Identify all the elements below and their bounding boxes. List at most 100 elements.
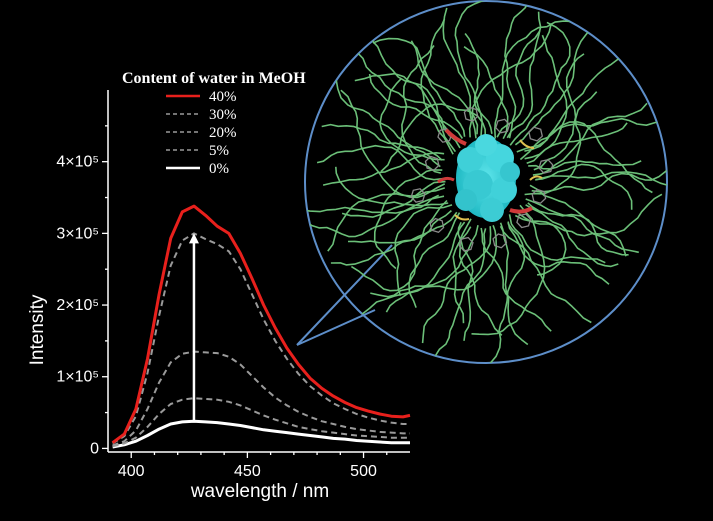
alkyl-chain: [517, 193, 663, 237]
x-tick-label: 500: [350, 463, 377, 480]
alkyl-chain: [394, 204, 453, 297]
alkyl-chain: [350, 199, 448, 292]
aromatic-ring: [437, 128, 453, 143]
aromatic-ring: [463, 106, 479, 122]
alkyl-chain: [507, 221, 610, 285]
series-layer: [111, 204, 411, 449]
alkyl-chain: [471, 204, 546, 336]
alkyl-chain: [340, 89, 446, 199]
alkyl-chain: [385, 225, 497, 313]
aromatic-groups: [410, 106, 554, 252]
y-axis-label: Intensity: [27, 294, 48, 365]
alkyl-chain: [535, 163, 633, 210]
alkyl-chain: [533, 53, 585, 171]
alkyl-chain: [342, 33, 457, 142]
y-tick-label: 2×10⁵: [56, 297, 99, 314]
alkyl-chain: [480, 227, 552, 332]
aromatic-ring: [410, 188, 426, 203]
aromatic-ring: [429, 217, 445, 234]
callout-line-lower: [296, 309, 376, 346]
alkyl-chain: [372, 37, 466, 137]
alkyl-chain: [335, 80, 441, 168]
alkyl-chain: [373, 169, 443, 270]
alkyl-chain: [341, 180, 446, 218]
alkyl-chain: [420, 18, 454, 155]
series-line-20pct: [112, 350, 410, 447]
alkyl-chain: [305, 195, 445, 238]
alkyl-chain: [370, 225, 479, 298]
series-line-40pct: [111, 204, 411, 444]
aromatic-ring: [538, 158, 554, 174]
legend: Content of water in MeOH 40% 30% 20% 5% 0%: [122, 70, 306, 177]
legend-label: 40%: [209, 89, 237, 105]
alkyl-chain: [480, 222, 526, 363]
alkyl-chain: [524, 91, 598, 196]
alkyl-chain: [499, 225, 592, 324]
series-line-0pct: [112, 419, 410, 449]
alkyl-chain: [379, 78, 445, 161]
legend-label: 20%: [209, 125, 237, 141]
x-tick-label: 400: [118, 463, 145, 480]
alkyl-chain: [368, 73, 464, 139]
alkyl-chain: [516, 117, 667, 153]
alkyl-chain: [527, 202, 629, 256]
legend-label: 5%: [209, 143, 229, 159]
alkyl-chain: [504, 1, 530, 139]
alkyl-chain: [532, 102, 648, 176]
alkyl-chain: [534, 171, 667, 186]
arrow-head: [188, 233, 199, 244]
y-tick-label: 1×10⁵: [56, 369, 99, 386]
aromatic-ring: [424, 155, 440, 171]
alkyl-chain: [454, 1, 497, 140]
alkyl-chains: [305, 1, 667, 363]
increase-arrow: [188, 233, 199, 422]
alkyl-chain: [509, 21, 571, 146]
alkyl-chain: [525, 198, 639, 254]
alkyl-chain: [401, 45, 442, 174]
alkyl-chain: [345, 221, 466, 319]
aromatic-ring: [528, 126, 544, 142]
alkyl-chain: [322, 152, 445, 186]
alkyl-chain: [321, 123, 443, 161]
legend-label: 30%: [209, 107, 237, 123]
alkyl-chain: [525, 204, 619, 268]
aromatic-ring: [516, 213, 532, 229]
series-line-5pct: [112, 397, 410, 448]
aromatic-ring: [495, 118, 511, 134]
alkyl-chain: [431, 228, 487, 362]
y-tick-label: 0: [90, 440, 99, 457]
alkyl-chain: [347, 209, 452, 244]
x-ticks: 400 450 500: [118, 452, 388, 480]
alkyl-chain: [519, 121, 653, 194]
y-tick-label: 3×10⁵: [56, 225, 99, 242]
alkyl-chain: [526, 122, 628, 164]
aromatic-ring: [458, 236, 474, 252]
y-tick-label: 4×10⁵: [56, 154, 99, 171]
alkyl-chain: [380, 103, 487, 173]
aromatic-ring: [531, 188, 547, 204]
legend-label: 0%: [209, 161, 229, 177]
alkyl-chain: [330, 211, 458, 266]
alkyl-chain: [508, 214, 606, 264]
plot-area: 400 450 500 0 1×10⁵ 2×10⁵ 3×10⁵ 4×10⁵ waveleng…: [27, 90, 411, 502]
alkyl-chain: [464, 33, 493, 134]
alkyl-chain: [327, 187, 446, 252]
micelle-inset: [296, 0, 668, 364]
alkyl-chain: [528, 160, 642, 170]
alkyl-chain: [506, 11, 542, 139]
series-line-30pct: [112, 232, 410, 445]
y-ticks: 0 1×10⁵ 2×10⁵ 3×10⁵ 4×10⁵: [56, 125, 108, 457]
alkyl-chain: [408, 212, 461, 308]
callout-line-upper: [296, 244, 393, 346]
alkyl-chain: [494, 20, 572, 139]
alkyl-chain: [463, 46, 509, 140]
linker-highlights: [437, 128, 543, 221]
x-axis-label: wavelength / nm: [190, 481, 329, 502]
x-tick-label: 450: [234, 463, 261, 480]
alkyl-chain: [305, 194, 440, 214]
alkyl-chain: [457, 221, 474, 341]
alkyl-chain: [354, 72, 461, 149]
aggregate-core: [455, 134, 520, 222]
alkyl-chain: [524, 57, 620, 152]
